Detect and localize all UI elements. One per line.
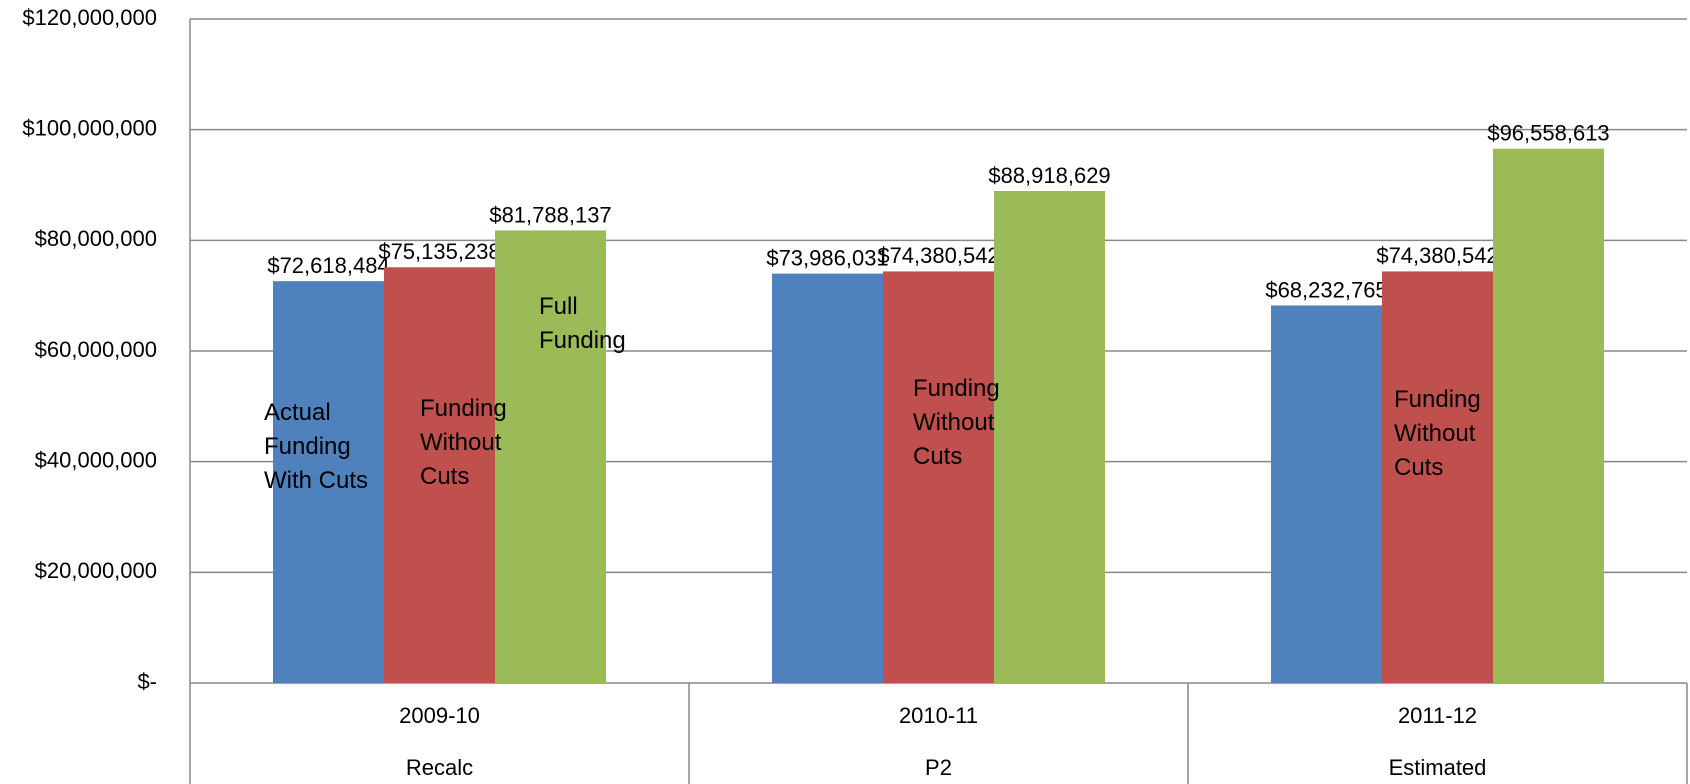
data-label: $74,380,542 bbox=[877, 243, 999, 268]
data-label: $68,232,765 bbox=[1265, 277, 1387, 302]
bar bbox=[495, 230, 606, 684]
y-tick-label: $40,000,000 bbox=[35, 447, 157, 472]
data-label: $75,135,238 bbox=[378, 239, 500, 264]
data-label: $73,986,031 bbox=[766, 245, 888, 270]
bar bbox=[772, 273, 883, 683]
x-tick-label: 2011-12 bbox=[1398, 703, 1477, 728]
annotation: Actual Funding With Cuts bbox=[264, 399, 369, 494]
data-label: $81,788,137 bbox=[489, 202, 611, 227]
bar bbox=[994, 190, 1105, 683]
data-label: $74,380,542 bbox=[1376, 243, 1498, 268]
annotation: Funding Without Cuts bbox=[420, 395, 507, 490]
y-tick-label: $60,000,000 bbox=[35, 337, 157, 362]
x-tick-label: 2009-10 bbox=[399, 703, 480, 728]
x-group-label: P2 bbox=[925, 755, 952, 780]
data-label: $88,918,629 bbox=[988, 163, 1110, 188]
bar bbox=[1493, 148, 1604, 684]
bar bbox=[273, 281, 384, 683]
annotation: Full Funding bbox=[539, 293, 626, 354]
y-tick-label: $20,000,000 bbox=[35, 558, 157, 583]
bar bbox=[883, 271, 994, 683]
data-label: $72,618,484 bbox=[267, 253, 389, 278]
x-group-label: Recalc bbox=[406, 755, 473, 780]
x-tick-label: 2010-11 bbox=[899, 703, 978, 728]
y-tick-label: $- bbox=[137, 669, 157, 694]
y-tick-label: $100,000,000 bbox=[22, 115, 157, 140]
y-tick-label: $120,000,000 bbox=[22, 5, 157, 30]
y-tick-label: $80,000,000 bbox=[35, 226, 157, 251]
annotation: Funding Without Cuts bbox=[1394, 386, 1481, 481]
x-group-label: Estimated bbox=[1389, 755, 1487, 780]
bar bbox=[384, 267, 495, 683]
annotation: Funding Without Cuts bbox=[913, 375, 1000, 470]
bar bbox=[1382, 271, 1493, 683]
bar bbox=[1271, 305, 1382, 683]
data-label: $96,558,613 bbox=[1487, 121, 1609, 146]
